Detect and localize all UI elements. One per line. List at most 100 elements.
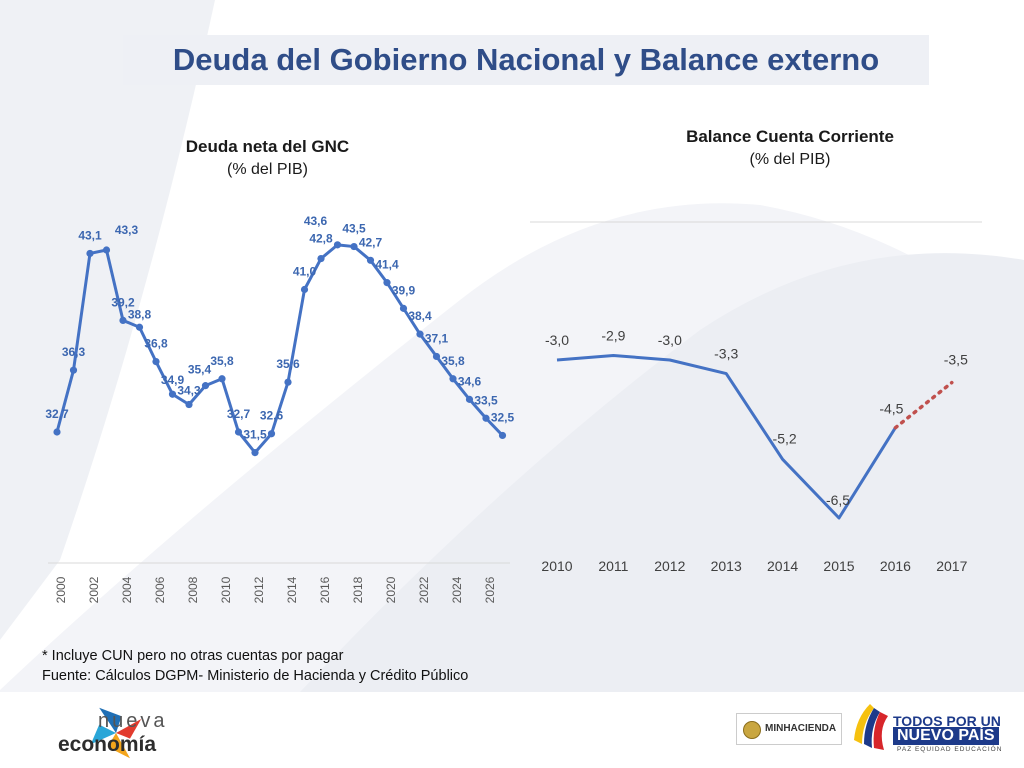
footnote-source: Fuente: Cálculos DGPM- Ministerio de Hac… (42, 668, 469, 684)
ca-x-tick-label: 2010 (541, 558, 572, 574)
debt-data-label: 33,5 (474, 393, 498, 407)
right-chart-title-unit: (% del PIB) (749, 151, 831, 168)
debt-x-tick-label: 2010 (219, 576, 233, 603)
ca-x-tick-label: 2013 (711, 558, 742, 574)
debt-data-label: 32,7 (227, 407, 251, 421)
debt-data-label: 34,3 (177, 384, 201, 398)
gov-slogan-line2: NUEVO PAÍS (893, 727, 999, 745)
debt-x-tick-label: 2018 (351, 576, 365, 603)
debt-point (119, 316, 127, 324)
ca-data-label: -3,0 (658, 332, 682, 348)
debt-point (168, 390, 177, 398)
debt-x-tick-label: 2024 (450, 576, 464, 603)
ca-projection-line (893, 380, 954, 430)
debt-data-label: 37,1 (425, 331, 449, 345)
debt-data-label: 35,4 (188, 363, 212, 377)
debt-data-label: 34,9 (161, 373, 185, 387)
ca-x-tick-label: 2015 (823, 558, 854, 574)
debt-x-tick-label: 2022 (417, 576, 431, 603)
right-chart-title: Balance Cuenta Corriente (% del PIB) (640, 127, 940, 169)
debt-x-tick-label: 2004 (120, 576, 134, 603)
title-banner: Deuda del Gobierno Nacional y Balance ex… (123, 35, 929, 85)
page-title: Deuda del Gobierno Nacional y Balance ex… (172, 42, 880, 77)
debt-point (465, 395, 474, 403)
debt-point (185, 400, 193, 409)
debt-data-label: 32,5 (491, 410, 515, 424)
nueva-economia-logo-icon (90, 707, 142, 759)
ca-data-label: -3,0 (545, 332, 569, 348)
debt-point (218, 375, 226, 383)
debt-point (498, 431, 507, 440)
left-chart-title: Deuda neta del GNC (% del PIB) (150, 137, 385, 179)
debt-data-label: 41,4 (375, 258, 399, 272)
debt-point (482, 414, 490, 422)
debt-data-label: 39,2 (111, 295, 135, 309)
debt-point (333, 241, 342, 249)
ca-data-label: -5,2 (773, 430, 797, 446)
footnote: * Incluye CUN pero no otras cuentas por … (42, 646, 468, 686)
minhacienda-logo: MINHACIENDA (736, 713, 842, 745)
debt-data-label: 38,4 (408, 309, 432, 323)
debt-line-chart: 32,7 36,3 43,1 43,3 39,238,8 36,8 34,934,3 35,4… (45, 214, 515, 604)
debt-point (317, 254, 325, 263)
debt-data-label: 41,0 (293, 264, 317, 278)
ca-data-label: -4,5 (879, 401, 903, 417)
debt-x-tick-label: 2012 (252, 576, 266, 603)
debt-data-label: 31,5 (243, 428, 267, 442)
ca-series-line (556, 353, 897, 520)
debt-point (53, 428, 61, 436)
debt-x-tick-label: 2020 (384, 576, 398, 603)
footer-bar (0, 692, 1024, 768)
debt-x-tick-label: 2016 (318, 576, 332, 603)
debt-point (350, 242, 358, 251)
gov-flag-logo-icon (854, 704, 888, 750)
ca-x-tick-label: 2012 (654, 558, 685, 574)
minhacienda-text: MINHACIENDA (765, 723, 837, 734)
debt-data-label: 34,6 (458, 374, 482, 388)
debt-data-label: 36,3 (62, 345, 86, 359)
debt-point (251, 449, 259, 457)
footnote-note: * Incluye CUN pero no otras cuentas por … (42, 648, 344, 664)
debt-data-label: 43,5 (342, 222, 366, 236)
debt-data-label: 42,8 (309, 232, 333, 246)
debt-point (69, 366, 78, 374)
debt-point (267, 430, 276, 438)
ca-x-tick-label: 2016 (880, 558, 911, 574)
debt-point (383, 279, 391, 287)
debt-point (432, 352, 441, 361)
debt-point (234, 428, 243, 436)
debt-point (102, 246, 111, 254)
debt-point (86, 249, 94, 258)
debt-data-label: 39,9 (392, 283, 416, 297)
debt-point (284, 378, 292, 386)
right-chart-title-main: Balance Cuenta Corriente (686, 127, 894, 146)
ca-data-label: -2,9 (601, 327, 625, 343)
debt-data-label: 43,6 (304, 214, 328, 228)
ca-data-label: -6,5 (826, 492, 850, 508)
debt-point (416, 330, 424, 338)
ca-data-label: -3,3 (714, 346, 738, 362)
debt-point (135, 323, 144, 331)
debt-data-label: 35,8 (441, 354, 465, 368)
debt-point (366, 256, 375, 264)
nueva-economia-top-text: nueva (98, 710, 168, 732)
left-chart-title-unit: (% del PIB) (227, 161, 308, 178)
debt-data-label: 42,7 (359, 235, 383, 249)
debt-point (449, 375, 457, 383)
current-account-line-chart: -3,0 -2,9 -3,0 -3,3 -5,2 -6,5 -4,5 -3,5 2010 2011… (530, 221, 982, 574)
debt-data-label: 43,1 (78, 228, 102, 242)
debt-x-tick-label: 2008 (186, 576, 200, 603)
ca-x-tick-label: 2011 (598, 558, 628, 574)
debt-data-label: 32,6 (260, 409, 284, 423)
debt-point (300, 285, 309, 294)
debt-x-tick-label: 2000 (54, 576, 68, 603)
coat-of-arms-icon (743, 721, 761, 739)
gov-slogan-line1: TODOS POR UN (893, 713, 1001, 729)
left-chart-title-main: Deuda neta del GNC (185, 137, 350, 156)
debt-point (399, 304, 408, 312)
debt-data-label: 36,8 (144, 337, 168, 351)
gov-slogan-line3: PAZ EQUIDAD EDUCACIÓN (897, 746, 1003, 753)
ca-x-tick-label: 2014 (767, 558, 798, 574)
debt-point (152, 358, 160, 366)
